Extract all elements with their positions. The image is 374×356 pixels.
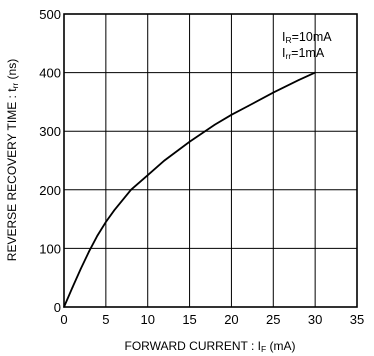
data-point — [314, 71, 316, 74]
data-point — [247, 105, 249, 107]
data-point — [96, 234, 99, 237]
data-point — [63, 306, 65, 308]
data-point — [146, 174, 149, 176]
x-tick-label: 20 — [224, 312, 238, 327]
y-tick-label: 200 — [39, 183, 61, 198]
x-tick-label: 5 — [102, 312, 109, 327]
y-tick-label: 100 — [39, 241, 61, 256]
data-point — [79, 268, 82, 270]
data-point — [163, 159, 166, 162]
y-tick-label: 500 — [39, 7, 61, 22]
y-tick-label: 300 — [39, 124, 61, 139]
x-tick-label: 30 — [308, 312, 322, 327]
x-tick-labels: 0 5 10 15 20 25 30 35 — [60, 312, 364, 327]
condition-ir: IR=10mA — [282, 30, 332, 45]
data-point — [272, 91, 275, 94]
data-point — [113, 209, 116, 212]
x-tick-label: 0 — [60, 312, 67, 327]
x-tick-label: 25 — [266, 312, 280, 327]
data-point — [71, 286, 74, 289]
y-tick-label: 400 — [39, 66, 61, 81]
data-point — [188, 140, 191, 143]
data-point — [297, 79, 300, 82]
data-point — [130, 189, 132, 191]
y-tick-labels: 0 100 200 300 400 500 — [39, 7, 61, 315]
grid-lines — [64, 14, 357, 307]
y-tick-label: 0 — [54, 300, 61, 315]
x-axis-label: FORWARD CURRENT : IF (mA) — [125, 339, 296, 354]
x-tick-label: 10 — [140, 312, 154, 327]
y-axis-label: REVERSE RECOVERY TIME : trr (ns) — [5, 59, 20, 261]
data-point — [230, 113, 233, 116]
data-point — [88, 250, 90, 253]
data-point — [213, 123, 216, 126]
x-tick-label: 15 — [182, 312, 196, 327]
data-point — [105, 221, 107, 223]
condition-irr: Irr=1mA — [282, 46, 325, 61]
plot-frame — [63, 13, 358, 308]
series-points — [63, 71, 316, 308]
x-tick-label: 35 — [350, 312, 364, 327]
